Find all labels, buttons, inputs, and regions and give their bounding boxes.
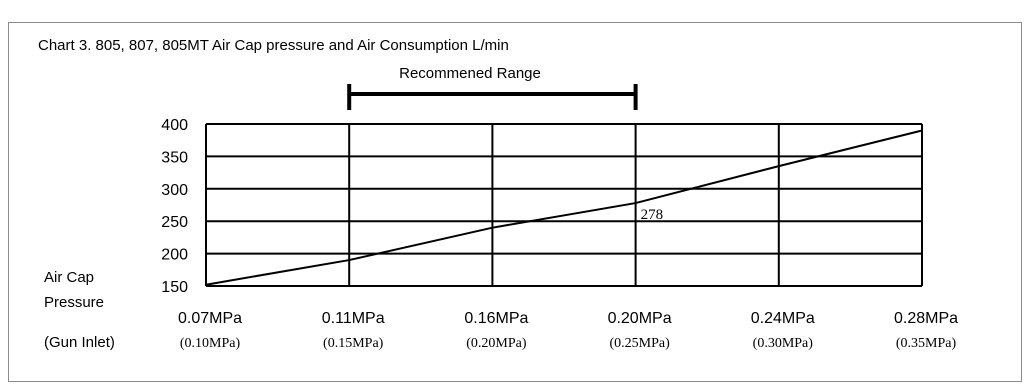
secondary-x-tick-label: (0.10MPa) — [180, 336, 241, 351]
chart-grid — [205, 123, 923, 287]
data-labels: 278 — [641, 207, 664, 223]
y-tick-label: 250 — [161, 214, 188, 231]
y-tick-label: 200 — [161, 247, 188, 264]
y-tick-label: 350 — [161, 149, 188, 166]
data-point — [921, 129, 923, 132]
series-group — [205, 129, 923, 286]
chart-title: Chart 3. 805, 807, 805MT Air Cap pressur… — [38, 37, 509, 54]
secondary-x-axis-label: (Gun Inlet) — [44, 334, 115, 351]
x-tick-label: 0.20MPa — [608, 310, 672, 327]
data-point — [491, 226, 494, 229]
y-tick-label: 150 — [161, 279, 188, 296]
chart-frame — [8, 22, 1022, 382]
secondary-x-tick-label: (0.20MPa) — [466, 336, 527, 351]
y-tick-label: 300 — [161, 182, 188, 199]
data-point — [777, 165, 780, 168]
y-axis-ticks: 150 200 250 300 350 400 — [161, 117, 188, 296]
data-label: 278 — [641, 207, 664, 223]
y-axis-label-line: Air Cap — [44, 269, 94, 286]
secondary-x-axis-ticks: (0.10MPa) (0.15MPa) (0.20MPa) (0.25MPa) (0.3… — [180, 336, 957, 351]
data-point — [634, 202, 637, 205]
recommended-range-label: Recommened Range — [399, 65, 541, 82]
x-tick-label: 0.07MPa — [178, 310, 242, 327]
x-axis-ticks: 0.07MPa 0.11MPa 0.16MPa 0.20MPa 0.24MPa 0.28M… — [178, 310, 958, 327]
recommended-range-bracket — [347, 84, 638, 110]
x-tick-label: 0.11MPa — [322, 310, 385, 327]
series-line — [205, 129, 923, 286]
secondary-x-tick-label: (0.35MPa) — [896, 336, 957, 351]
x-tick-label: 0.24MPa — [751, 310, 815, 327]
secondary-x-tick-label: (0.30MPa) — [753, 336, 814, 351]
data-point — [205, 283, 207, 286]
secondary-x-tick-label: (0.25MPa) — [609, 336, 670, 351]
y-axis-label-line: Pressure — [44, 294, 104, 311]
x-tick-label: 0.16MPa — [464, 310, 528, 327]
y-tick-label: 400 — [161, 117, 188, 134]
x-tick-label: 0.28MPa — [894, 310, 958, 327]
data-point — [348, 259, 351, 262]
y-axis-label: Air Cap Pressure — [44, 269, 104, 311]
secondary-x-tick-label: (0.15MPa) — [323, 336, 384, 351]
